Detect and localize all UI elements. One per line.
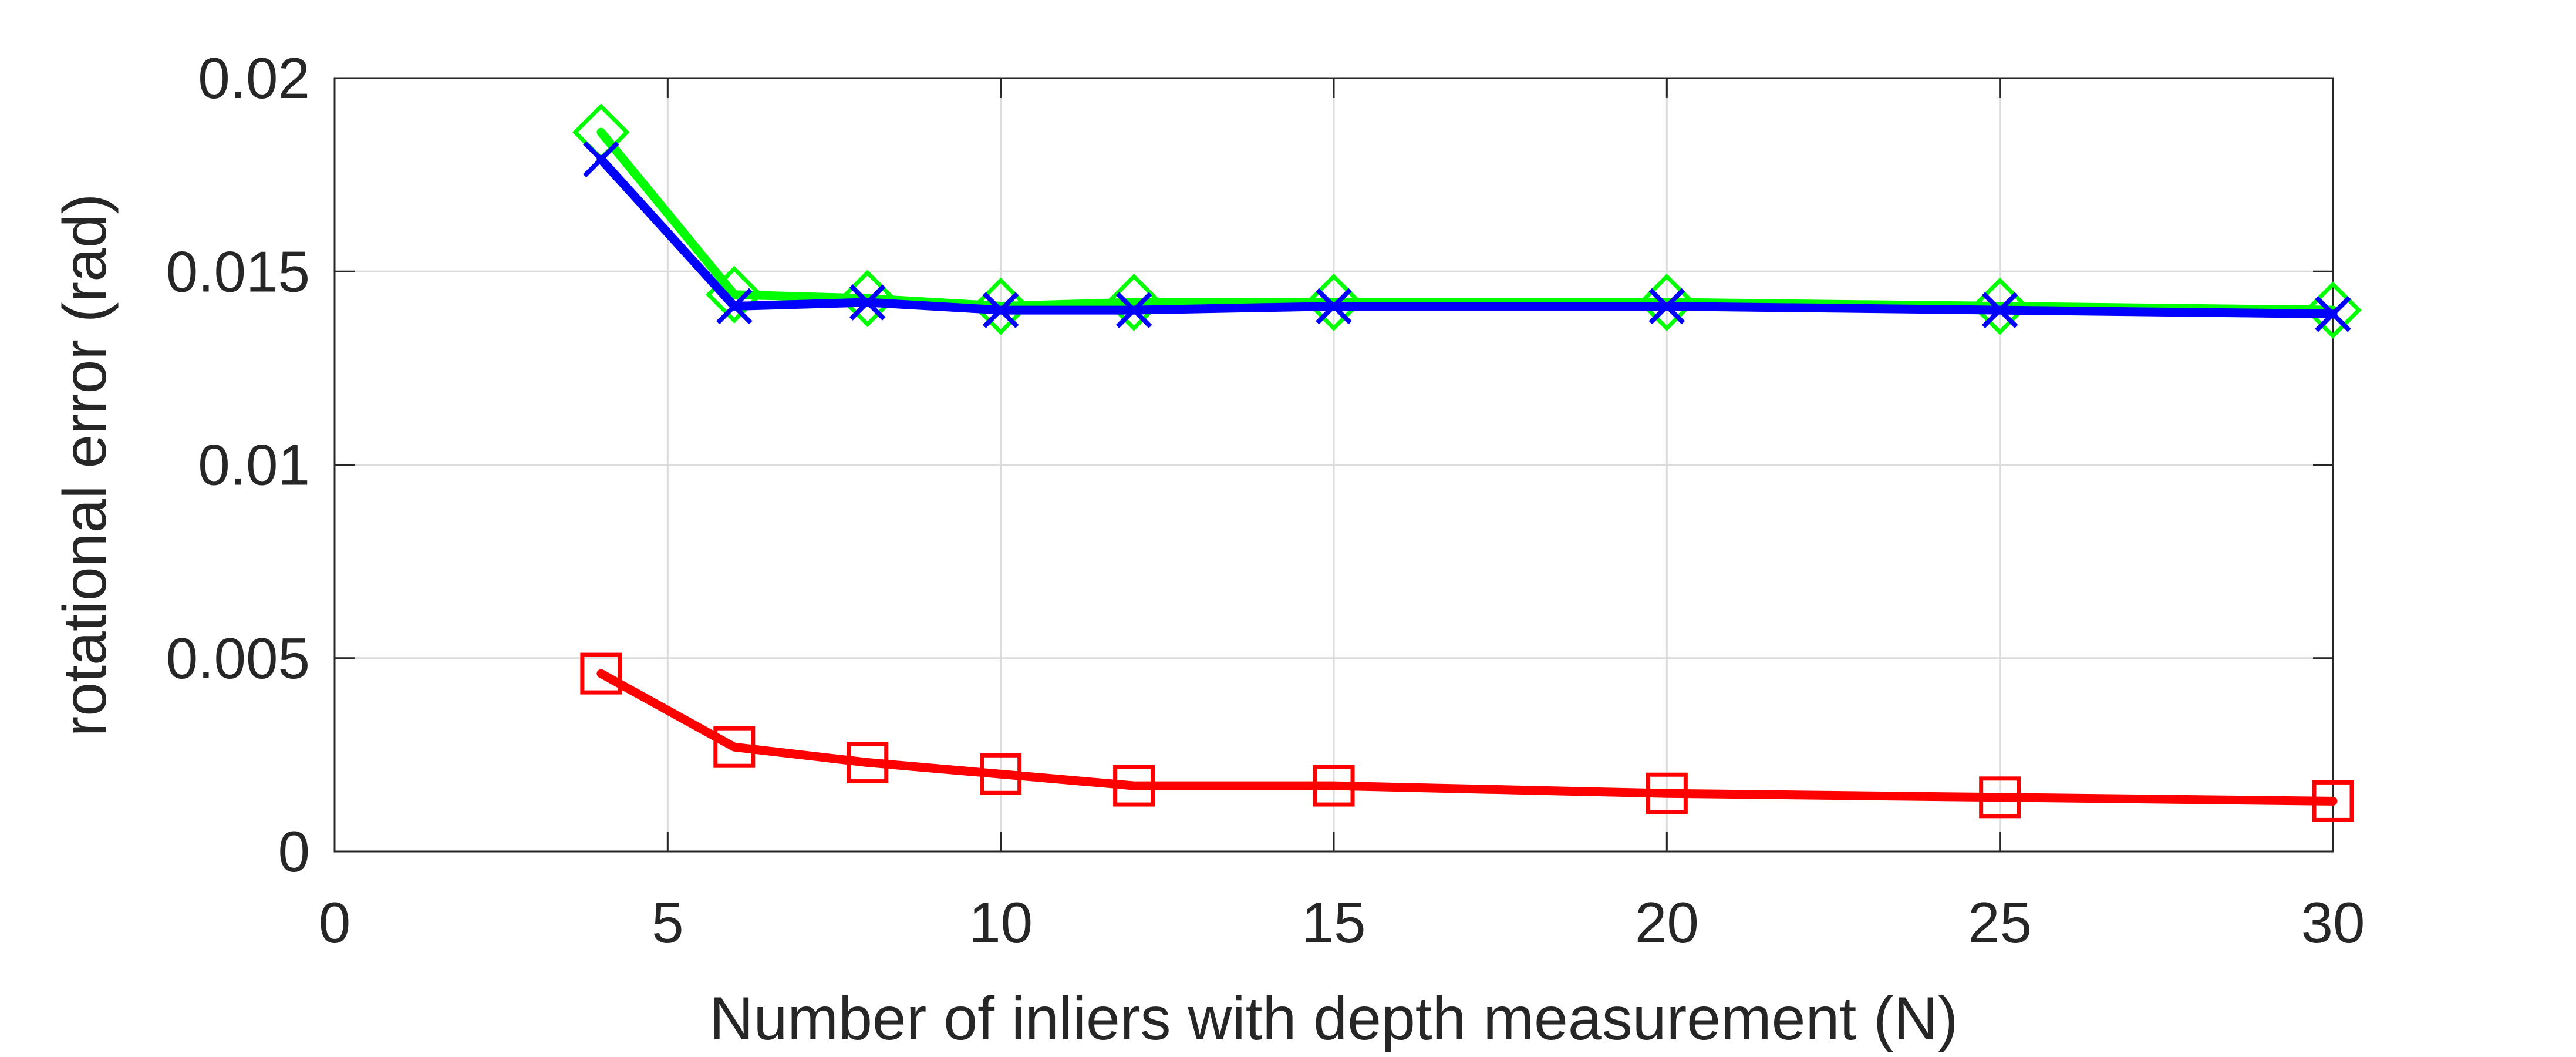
- x-tick-label: 15: [1302, 890, 1365, 955]
- x-marker: [1316, 288, 1352, 325]
- y-tick-label: 0.02: [198, 46, 310, 110]
- x-axis-title: Number of inliers with depth measurement…: [709, 985, 1958, 1053]
- series-2: [583, 141, 2351, 332]
- square-marker: [713, 726, 756, 768]
- diamond-marker: [2304, 281, 2362, 339]
- diamond-marker: [1638, 273, 1696, 331]
- x-marker: [1981, 292, 2018, 328]
- square-marker: [1646, 772, 1688, 814]
- diamond-marker: [838, 270, 896, 328]
- diamond-marker: [1971, 277, 2029, 335]
- x-marker: [716, 288, 753, 325]
- square-marker: [2312, 780, 2354, 822]
- x-tick-label: 30: [2301, 890, 2365, 955]
- x-tick-label: 0: [319, 890, 351, 955]
- data-series: [572, 103, 2362, 822]
- y-tick-label: 0: [278, 819, 310, 884]
- x-tick-label: 25: [1968, 890, 2032, 955]
- square-marker: [1979, 776, 2021, 819]
- x-marker: [849, 284, 886, 321]
- y-axis-title: rotational error (rad): [51, 194, 119, 737]
- square-marker: [580, 652, 622, 695]
- diamond-marker: [1305, 273, 1363, 331]
- x-marker: [583, 141, 619, 178]
- square-marker: [847, 742, 889, 784]
- x-tick-label: 5: [652, 890, 684, 955]
- series-line: [596, 669, 2338, 806]
- diamond-marker: [972, 277, 1030, 335]
- square-marker: [980, 753, 1022, 795]
- x-marker: [1648, 288, 1685, 325]
- y-tick-label: 0.005: [166, 626, 310, 691]
- y-tick-label: 0.01: [198, 433, 310, 497]
- x-marker: [2315, 295, 2351, 332]
- x-tick-label: 20: [1635, 890, 1699, 955]
- axis-ticks: 0 5 10 15 20 25 30 0 0.005 0.01 0.015 0.02: [166, 46, 2365, 955]
- y-tick-label: 0.015: [166, 239, 310, 304]
- x-tick-label: 10: [969, 890, 1033, 955]
- square-marker: [1313, 765, 1355, 807]
- diamond-marker: [1105, 273, 1163, 331]
- x-marker: [1115, 292, 1152, 328]
- x-marker: [982, 292, 1019, 328]
- square-marker: [1113, 765, 1155, 807]
- series-3: [580, 652, 2354, 822]
